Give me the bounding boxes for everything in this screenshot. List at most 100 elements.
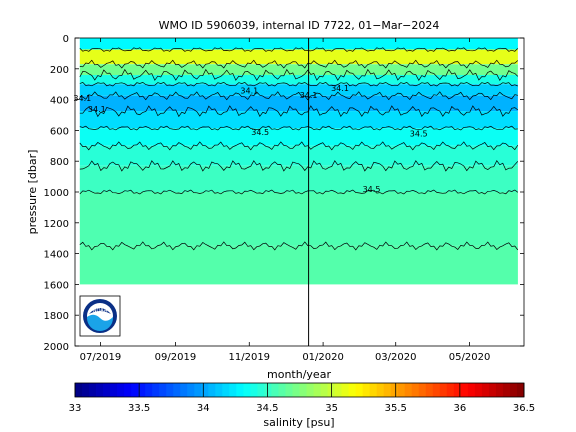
colorbar-cell (166, 383, 174, 397)
colorbar-cell (495, 383, 504, 397)
colorbar-cell (390, 383, 399, 397)
colorbar-label: salinity [psu] (263, 416, 334, 429)
colorbar-cell (96, 383, 104, 397)
contour-label: 34.1 (331, 84, 349, 93)
colorbar-cell (516, 383, 525, 397)
colorbar-cell (75, 383, 83, 397)
colorbar-tick-label: 36.5 (513, 403, 535, 414)
colorbar-tick-label: 35 (325, 403, 338, 414)
colorbar-tick-label: 34 (197, 403, 210, 414)
colorbar-cell (103, 383, 111, 397)
y-tick-label: 200 (50, 65, 69, 76)
colorbar-cell (397, 383, 406, 397)
colorbar-cell (460, 383, 469, 397)
y-tick-label: 400 (50, 96, 69, 107)
contour-line (79, 68, 519, 81)
y-tick-label: 1600 (44, 280, 69, 291)
colorbar-cell (292, 383, 300, 397)
colorbar-cell (138, 383, 146, 397)
salinity-layer (79, 49, 518, 65)
colorbar-cell (453, 383, 462, 397)
salinity-field (79, 38, 518, 285)
x-axis: 07/2019 09/2019 11/2019 01/2020 03/2020 05/20… (80, 38, 490, 363)
contour-lines (79, 47, 519, 251)
colorbar-cell (467, 383, 476, 397)
colorbar-cell (271, 383, 279, 397)
colorbar-cell (355, 383, 364, 397)
y-tick-label: 1400 (44, 250, 69, 261)
salinity-layer (79, 165, 518, 192)
contour-line (79, 59, 519, 69)
contour-label: 34.5 (363, 185, 381, 194)
colorbar-cell (446, 383, 455, 397)
y-axis: 0 200 400 600 800 1000 1200 1400 1600 1800 2000 (44, 34, 524, 353)
colorbar-cell (117, 383, 125, 397)
contour-line (79, 241, 519, 251)
colorbar-cell (243, 383, 251, 397)
x-tick-label: 11/2019 (229, 352, 271, 363)
salinity-layer (79, 128, 518, 146)
salinity-layer (79, 84, 518, 96)
colorbar-cell (124, 383, 132, 397)
colorbar-cell (425, 383, 434, 397)
colorbar-cell (418, 383, 427, 397)
colorbar-cell (369, 383, 378, 397)
salinity-layer (79, 95, 518, 112)
colorbar-cell (82, 383, 90, 397)
x-tick-label: 03/2020 (375, 352, 417, 363)
contour-label: 34.1 (73, 94, 91, 103)
colorbar-cell (320, 383, 328, 397)
colorbar-cell (474, 383, 483, 397)
salinity-layer (79, 38, 518, 50)
salinity-layer (79, 145, 518, 166)
contour-label: 34.1 (240, 86, 258, 95)
colorbar-cell (159, 383, 167, 397)
x-tick-label: 09/2019 (155, 352, 197, 363)
colorbar-tick-label: 33 (69, 403, 82, 414)
colorbar-cell (222, 383, 230, 397)
colorbar-cell (348, 383, 357, 397)
colorbar-cell (306, 383, 314, 397)
colorbar-tick-label: 36 (453, 403, 466, 414)
salinity-layer (79, 64, 518, 75)
colorbar-cell (502, 383, 511, 397)
x-axis-label: month/year (267, 368, 331, 381)
colorbar-cell (278, 383, 286, 397)
colorbar-tick-label: 34.5 (256, 403, 278, 414)
contour-line (79, 105, 519, 118)
colorbar-cell (285, 383, 293, 397)
colorbar-cell (145, 383, 153, 397)
contour-line (79, 189, 519, 195)
contour-line (79, 141, 519, 151)
colorbar-cell (362, 383, 371, 397)
contour-label: 34.5 (251, 128, 269, 137)
salinity-layer (79, 111, 518, 128)
logo-bird (89, 308, 111, 314)
y-tick-label: 800 (50, 157, 69, 168)
colorbar-cell (341, 383, 350, 397)
colorbar-cell (488, 383, 497, 397)
colorbar-cell (194, 383, 202, 397)
y-tick-label: 0 (63, 34, 69, 45)
colorbar: 33 33.5 34 34.5 35 35.5 36 36.5 salinity [psu] (69, 382, 535, 429)
salinity-layer (79, 245, 518, 285)
x-tick-label: 07/2019 (80, 352, 122, 363)
salinity-layer (79, 75, 518, 85)
contour-label: 34.5 (410, 130, 428, 139)
colorbar-cell (432, 383, 441, 397)
y-axis-label: pressure [dbar] (26, 150, 39, 235)
colorbar-cell (257, 383, 265, 397)
colorbar-cell (299, 383, 307, 397)
colorbar-cell (376, 383, 385, 397)
colorbar-cell (215, 383, 223, 397)
colorbar-cell (481, 383, 490, 397)
colorbar-tick-label: 33.5 (128, 403, 150, 414)
colorbar-cell (173, 383, 181, 397)
colorbar-cell (89, 383, 97, 397)
y-tick-label: 1800 (44, 311, 69, 322)
colorbar-cell (180, 383, 188, 397)
colorbar-cell (439, 383, 448, 397)
y-tick-label: 600 (50, 126, 69, 137)
colorbar-cell (110, 383, 118, 397)
